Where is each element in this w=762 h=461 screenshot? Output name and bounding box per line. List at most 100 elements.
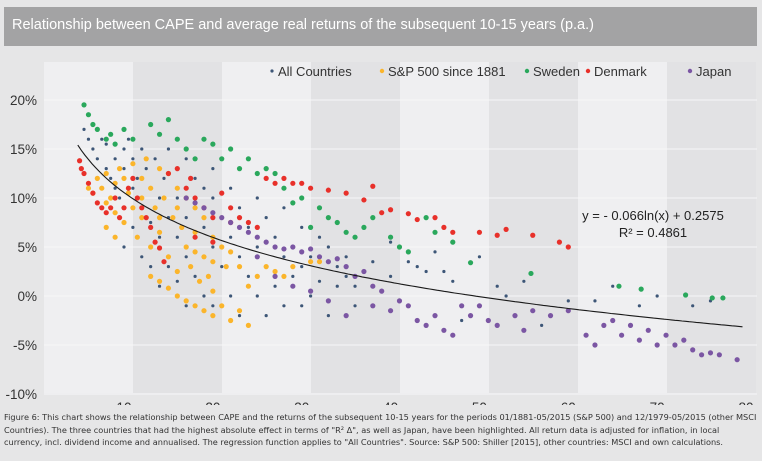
data-point (565, 244, 571, 250)
data-point (504, 294, 508, 298)
data-point (122, 167, 126, 171)
data-point (237, 206, 242, 210)
data-point (103, 170, 109, 177)
data-point (125, 185, 132, 191)
data-point (219, 190, 225, 196)
data-point (467, 260, 474, 266)
legend-marker (270, 69, 274, 73)
data-point (201, 205, 207, 211)
data-point (174, 205, 180, 211)
chart-title-bar: Relationship between CAPE and average re… (4, 7, 757, 46)
data-point (291, 274, 295, 278)
data-point (405, 211, 411, 217)
data-point (156, 245, 163, 251)
y-tick-label: 10% (10, 191, 37, 206)
legend-label: Sweden (533, 64, 580, 79)
data-points (76, 102, 740, 363)
data-point (153, 157, 157, 161)
data-point (100, 137, 104, 141)
data-point (566, 299, 570, 303)
data-point (433, 250, 437, 254)
data-point (210, 239, 216, 245)
legend-label: Denmark (594, 64, 647, 79)
data-point (317, 235, 322, 239)
data-point (131, 225, 135, 229)
data-point (201, 254, 207, 260)
data-point (140, 147, 144, 151)
y-axis-ticks: -10% -5% 0% 5% 10% 15% 20% (5, 93, 37, 402)
x-tick-label: 10 (116, 400, 131, 405)
data-point (637, 304, 641, 308)
data-point (353, 304, 357, 308)
data-point (139, 175, 145, 181)
data-point (540, 323, 544, 327)
x-tick-label: 20 (205, 400, 220, 405)
data-point (282, 255, 286, 259)
data-point (130, 175, 136, 181)
data-point (113, 186, 117, 190)
data-point (117, 196, 122, 200)
data-point (174, 293, 180, 299)
data-point (300, 225, 304, 229)
legend-item: All Countries (270, 64, 352, 79)
data-point (148, 224, 154, 230)
data-point (162, 176, 166, 180)
data-point (681, 337, 687, 343)
data-point (494, 232, 500, 238)
legend-label: S&P 500 since 1881 (388, 64, 506, 79)
data-point (81, 102, 87, 108)
data-point (148, 121, 154, 128)
data-point (494, 322, 500, 328)
data-point (450, 239, 456, 245)
data-point (619, 332, 625, 338)
data-point (423, 322, 429, 328)
data-point (371, 260, 375, 264)
data-point (211, 167, 215, 171)
legend-item: Sweden (524, 64, 580, 79)
data-point (682, 292, 689, 298)
data-point (308, 185, 314, 191)
data-point (165, 170, 172, 177)
data-point (592, 342, 598, 348)
data-point (135, 176, 139, 180)
data-point (254, 254, 260, 260)
data-point (281, 185, 287, 191)
regression-equation: y = - 0.066ln(x) + 0.2575 (582, 208, 724, 223)
data-point (503, 226, 509, 232)
data-point (316, 205, 323, 211)
chart-title: Relationship between CAPE and average re… (12, 17, 594, 33)
data-point (223, 264, 229, 270)
data-point (184, 255, 188, 259)
background-band (133, 62, 222, 393)
data-point (82, 127, 86, 131)
data-point (201, 136, 207, 142)
data-point (108, 205, 114, 211)
data-point (709, 295, 715, 301)
data-point (184, 157, 188, 161)
data-point (237, 314, 242, 318)
data-point (272, 273, 278, 279)
data-point (134, 234, 140, 240)
data-point (565, 308, 571, 314)
data-point (229, 186, 233, 190)
regression-line (77, 144, 743, 328)
data-point (116, 166, 123, 172)
data-point (264, 314, 268, 318)
data-point (485, 317, 491, 324)
data-point (112, 141, 118, 147)
data-point (139, 195, 145, 201)
data-point (616, 283, 622, 289)
data-point (716, 352, 722, 358)
data-point (108, 195, 114, 201)
data-point (272, 170, 278, 177)
data-point (352, 234, 358, 240)
data-point (131, 157, 135, 161)
data-point (370, 215, 376, 221)
data-point (245, 283, 252, 289)
data-point (255, 196, 259, 200)
data-point (388, 240, 393, 244)
regression-r2: R² = 0.4861 (619, 225, 687, 240)
data-point (636, 337, 642, 343)
data-point (672, 342, 678, 348)
legend-label: Japan (696, 64, 731, 79)
